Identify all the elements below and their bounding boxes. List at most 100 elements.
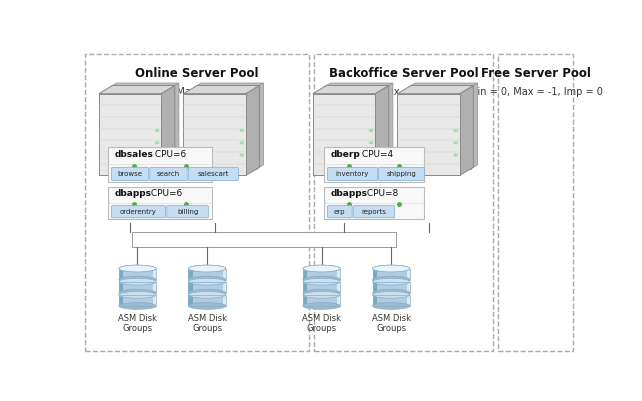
Ellipse shape xyxy=(372,292,410,298)
FancyBboxPatch shape xyxy=(372,282,377,293)
FancyBboxPatch shape xyxy=(153,295,156,306)
Circle shape xyxy=(454,130,457,132)
Text: dberp: dberp xyxy=(331,150,361,158)
Polygon shape xyxy=(375,85,389,176)
FancyBboxPatch shape xyxy=(119,282,123,293)
FancyBboxPatch shape xyxy=(327,167,377,180)
Polygon shape xyxy=(313,94,375,176)
FancyBboxPatch shape xyxy=(150,167,187,180)
FancyBboxPatch shape xyxy=(379,167,424,180)
Text: dbapps: dbapps xyxy=(331,189,368,198)
Text: salescart: salescart xyxy=(198,171,229,177)
FancyBboxPatch shape xyxy=(153,269,156,279)
Polygon shape xyxy=(408,83,478,87)
FancyBboxPatch shape xyxy=(153,282,156,293)
Ellipse shape xyxy=(189,302,226,309)
Ellipse shape xyxy=(303,302,340,309)
Polygon shape xyxy=(184,94,246,176)
FancyBboxPatch shape xyxy=(303,269,340,279)
Ellipse shape xyxy=(119,265,156,272)
Text: ASM Disk
Groups: ASM Disk Groups xyxy=(187,314,227,333)
Circle shape xyxy=(155,142,159,144)
Text: ASM Disk
Groups: ASM Disk Groups xyxy=(372,314,411,333)
FancyBboxPatch shape xyxy=(189,282,226,293)
Ellipse shape xyxy=(372,278,410,285)
Ellipse shape xyxy=(303,265,340,272)
FancyBboxPatch shape xyxy=(353,206,395,218)
FancyBboxPatch shape xyxy=(337,269,340,279)
Polygon shape xyxy=(184,85,259,94)
Polygon shape xyxy=(471,83,478,169)
FancyBboxPatch shape xyxy=(223,269,226,279)
FancyBboxPatch shape xyxy=(407,295,410,306)
FancyBboxPatch shape xyxy=(189,295,193,306)
Ellipse shape xyxy=(189,290,226,296)
Text: Backoffice Server Pool: Backoffice Server Pool xyxy=(329,67,478,80)
FancyBboxPatch shape xyxy=(303,282,308,293)
Text: Min = 0, Max = -1, Imp = 0: Min = 0, Max = -1, Imp = 0 xyxy=(469,87,602,97)
Ellipse shape xyxy=(303,265,340,272)
Circle shape xyxy=(370,154,372,156)
Ellipse shape xyxy=(303,276,340,283)
Ellipse shape xyxy=(303,278,340,285)
Ellipse shape xyxy=(119,290,156,296)
Circle shape xyxy=(240,130,243,132)
Text: ASM Disk
Groups: ASM Disk Groups xyxy=(118,314,157,333)
Text: CPU=8: CPU=8 xyxy=(364,189,398,198)
Text: dbsales: dbsales xyxy=(115,150,154,158)
Ellipse shape xyxy=(119,278,156,285)
FancyBboxPatch shape xyxy=(223,295,226,306)
Polygon shape xyxy=(408,87,471,169)
FancyBboxPatch shape xyxy=(324,147,424,182)
Text: Min = 2, Max = 3, Imp = 5: Min = 2, Max = 3, Imp = 5 xyxy=(132,87,263,97)
FancyBboxPatch shape xyxy=(108,187,212,219)
Polygon shape xyxy=(99,85,175,94)
FancyBboxPatch shape xyxy=(111,206,166,218)
FancyBboxPatch shape xyxy=(189,282,193,293)
FancyBboxPatch shape xyxy=(188,167,238,180)
Text: dbapps: dbapps xyxy=(115,189,152,198)
Text: ASM Disk
Groups: ASM Disk Groups xyxy=(302,314,341,333)
FancyBboxPatch shape xyxy=(337,295,340,306)
FancyBboxPatch shape xyxy=(407,269,410,279)
Circle shape xyxy=(370,142,372,144)
Ellipse shape xyxy=(189,292,226,298)
Ellipse shape xyxy=(303,290,340,296)
Polygon shape xyxy=(313,85,389,94)
Circle shape xyxy=(155,154,159,156)
FancyBboxPatch shape xyxy=(372,269,377,279)
Ellipse shape xyxy=(189,278,226,285)
Text: erp: erp xyxy=(334,209,345,215)
Text: inventory: inventory xyxy=(336,171,369,177)
Text: shipping: shipping xyxy=(386,171,416,177)
FancyBboxPatch shape xyxy=(303,295,308,306)
FancyBboxPatch shape xyxy=(407,282,410,293)
Circle shape xyxy=(155,130,159,132)
Polygon shape xyxy=(246,85,259,176)
Circle shape xyxy=(240,154,243,156)
Text: CPU=6: CPU=6 xyxy=(152,150,186,158)
FancyBboxPatch shape xyxy=(111,167,149,180)
Polygon shape xyxy=(99,94,161,176)
FancyBboxPatch shape xyxy=(119,269,156,279)
Circle shape xyxy=(454,142,457,144)
FancyBboxPatch shape xyxy=(337,282,340,293)
Text: Online Server Pool: Online Server Pool xyxy=(135,67,259,80)
Polygon shape xyxy=(460,85,473,176)
Ellipse shape xyxy=(372,302,410,309)
FancyBboxPatch shape xyxy=(189,269,193,279)
FancyBboxPatch shape xyxy=(303,269,308,279)
Text: Free Server Pool: Free Server Pool xyxy=(481,67,591,80)
Polygon shape xyxy=(324,83,393,87)
Polygon shape xyxy=(324,87,386,169)
FancyBboxPatch shape xyxy=(119,269,123,279)
FancyBboxPatch shape xyxy=(324,187,424,219)
Ellipse shape xyxy=(119,265,156,272)
Text: orderentry: orderentry xyxy=(120,209,157,215)
FancyBboxPatch shape xyxy=(372,295,410,306)
FancyBboxPatch shape xyxy=(132,232,396,247)
Circle shape xyxy=(370,130,372,132)
FancyBboxPatch shape xyxy=(303,282,340,293)
Ellipse shape xyxy=(303,292,340,298)
Text: billing: billing xyxy=(177,209,198,215)
